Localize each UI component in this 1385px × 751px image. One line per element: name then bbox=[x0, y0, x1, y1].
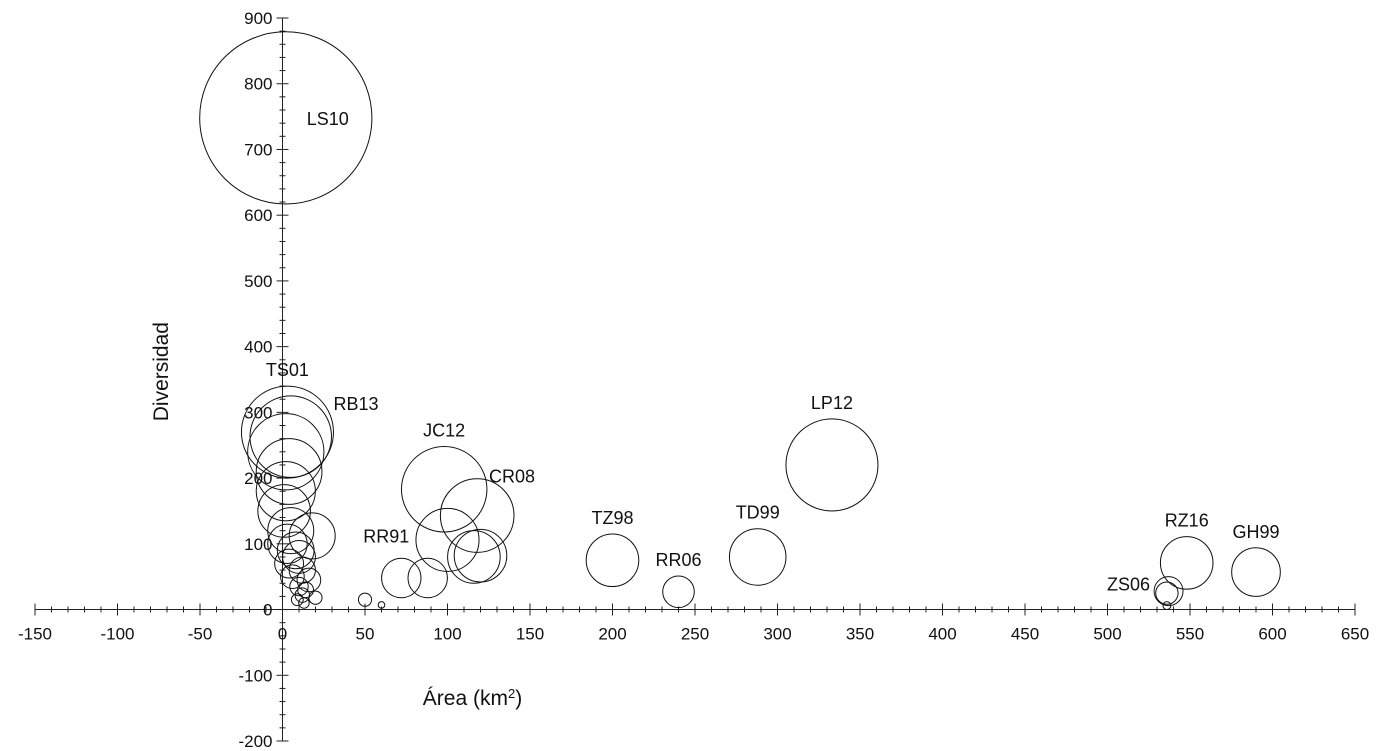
bubble bbox=[400, 446, 488, 533]
x-tick-label: 650 bbox=[1341, 625, 1369, 644]
bubble bbox=[274, 548, 305, 579]
y-tick-label: -200 bbox=[238, 732, 272, 751]
bubble bbox=[407, 557, 448, 599]
bubble bbox=[447, 530, 501, 584]
x-tick-label: 600 bbox=[1258, 625, 1286, 644]
bubble-label: RZ16 bbox=[1165, 511, 1209, 531]
bubble bbox=[267, 523, 308, 565]
x-tick-label: 50 bbox=[356, 625, 375, 644]
bubble bbox=[280, 564, 305, 590]
bubble-label: TD99 bbox=[736, 503, 780, 523]
x-tick-label: 500 bbox=[1093, 625, 1121, 644]
y-tick-label: -100 bbox=[238, 666, 272, 685]
y-tick-label: 600 bbox=[244, 206, 272, 225]
bubble bbox=[297, 581, 314, 599]
bubble bbox=[357, 592, 373, 607]
x-tick-label: 350 bbox=[846, 625, 874, 644]
y-tick-label: 400 bbox=[244, 338, 272, 357]
bubble-label: TZ98 bbox=[591, 508, 633, 528]
y-tick-label: 800 bbox=[244, 75, 272, 94]
bubble bbox=[1162, 601, 1172, 611]
x-tick-label: 100 bbox=[433, 625, 461, 644]
bubble-label: GH99 bbox=[1232, 522, 1279, 542]
x-axis-ticks: -150 -100 -50 0 50 100 150 200 250 300 350 400 450 50… bbox=[18, 603, 1369, 644]
x-tick-label: 400 bbox=[928, 625, 956, 644]
x-tick-label: 450 bbox=[1011, 625, 1039, 644]
bubble bbox=[289, 576, 309, 597]
bubble bbox=[298, 597, 310, 609]
bubble-label: TS01 bbox=[266, 360, 309, 380]
bubble-series bbox=[199, 31, 1281, 611]
bubble bbox=[1231, 547, 1281, 597]
x-axis-title-superscript: 2 bbox=[508, 686, 515, 701]
bubble bbox=[662, 575, 695, 609]
bubble-labels: LS10 TS01 RB13 RR91 JC12 CR08 TZ98 RR06 TD99 LP12… bbox=[266, 109, 1280, 595]
y-tick-label: 100 bbox=[244, 535, 272, 554]
x-tick-label: 250 bbox=[681, 625, 709, 644]
x-tick-label: 550 bbox=[1176, 625, 1204, 644]
y-tick-label: 700 bbox=[244, 140, 272, 159]
bubble bbox=[585, 533, 640, 588]
y-axis-title: Diversidad bbox=[150, 322, 173, 421]
bubble bbox=[1159, 536, 1214, 590]
bubble-label: RB13 bbox=[334, 394, 379, 414]
bubble bbox=[288, 512, 336, 560]
x-tick-label: 300 bbox=[763, 625, 791, 644]
bubble bbox=[267, 507, 315, 555]
bubble bbox=[308, 590, 323, 605]
bubble bbox=[728, 528, 787, 586]
bubble bbox=[1153, 576, 1184, 607]
x-tick-label: -100 bbox=[100, 625, 134, 644]
bubble-label: ZS06 bbox=[1107, 575, 1150, 595]
x-tick-label: 0 bbox=[278, 625, 287, 644]
bubble-label: JC12 bbox=[423, 421, 465, 441]
x-tick-label: -150 bbox=[18, 625, 52, 644]
bubble bbox=[453, 528, 508, 583]
bubble-label: LS10 bbox=[307, 109, 349, 129]
y-tick-label: 300 bbox=[244, 403, 272, 422]
y-tick-label: 500 bbox=[244, 272, 272, 291]
x-tick-label: 200 bbox=[598, 625, 626, 644]
x-tick-label: -50 bbox=[188, 625, 213, 644]
bubble-label: RR91 bbox=[363, 526, 409, 546]
bubble bbox=[255, 438, 323, 505]
bubble bbox=[247, 413, 325, 491]
bubble bbox=[249, 395, 333, 478]
bubble bbox=[415, 507, 480, 572]
y-tick-label: 900 bbox=[244, 9, 272, 28]
y-tick-label: 0 bbox=[263, 601, 272, 620]
bubble bbox=[439, 478, 515, 553]
bubble bbox=[257, 484, 311, 538]
x-axis-title-main: Área (km bbox=[423, 687, 508, 710]
x-axis-title: Área (km2) bbox=[423, 686, 522, 711]
x-tick-label: 150 bbox=[516, 625, 544, 644]
axes: -150 -100 -50 0 50 100 150 200 250 300 350 400 450 50… bbox=[18, 9, 1369, 751]
bubble bbox=[240, 385, 334, 479]
bubble bbox=[1155, 581, 1179, 605]
bubble bbox=[785, 418, 879, 512]
bubble bbox=[290, 593, 304, 607]
bubble bbox=[199, 31, 373, 205]
bubble-label: LP12 bbox=[811, 393, 853, 413]
bubble bbox=[381, 557, 422, 599]
bubble bbox=[255, 461, 316, 522]
bubble bbox=[377, 601, 386, 609]
bubble-label: RR06 bbox=[655, 550, 701, 570]
bubble-label: CR08 bbox=[489, 467, 535, 487]
x-axis-title-suffix: ) bbox=[515, 687, 522, 710]
